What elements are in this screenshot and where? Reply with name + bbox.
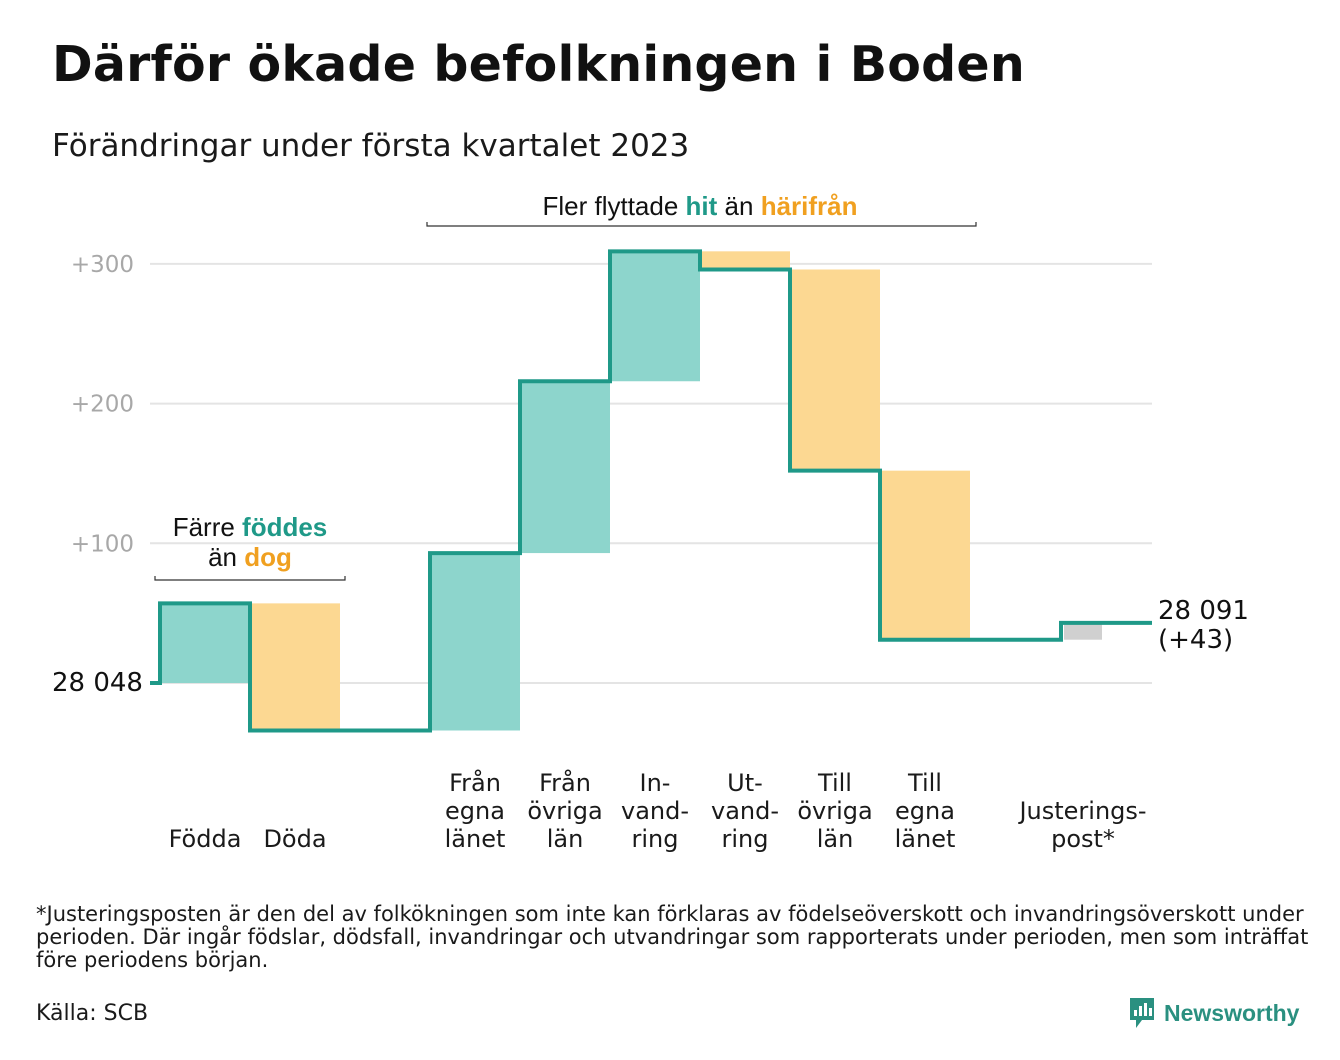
category-label: Justerings- xyxy=(1017,797,1146,825)
bar-inflow xyxy=(160,603,250,683)
annotation-migration-bracket xyxy=(426,222,977,227)
bar-outflow xyxy=(790,269,880,471)
category-label: egna xyxy=(445,797,505,825)
category-label: vand- xyxy=(621,797,689,825)
category-label: övriga xyxy=(797,797,872,825)
end-value-label: 28 091 xyxy=(1158,596,1249,626)
y-tick-label: +100 xyxy=(71,531,134,557)
footnote: *Justeringsposten är den del av folkökni… xyxy=(36,902,1309,972)
category-label: In- xyxy=(640,769,671,797)
category-label: länet xyxy=(895,825,956,853)
y-tick-label: +300 xyxy=(71,252,134,278)
annotation-migration: Fler flyttade hit än härifrån xyxy=(542,191,857,221)
annotation-births-line2: än dog xyxy=(208,542,292,572)
annotation-births-line1: Färre föddes xyxy=(173,512,328,542)
category-label: län xyxy=(547,825,584,853)
category-label: Döda xyxy=(263,825,326,853)
category-label: län xyxy=(817,825,854,853)
category-label: egna xyxy=(895,797,955,825)
category-label: Till xyxy=(907,769,942,797)
category-label: Till xyxy=(817,769,852,797)
waterfall-chart: +100 +200 +300 28 048 28 091(+43) Födda Döda Fr… xyxy=(52,191,1249,853)
bar-adjustment xyxy=(1064,622,1102,640)
category-label: post* xyxy=(1051,825,1115,853)
category-label: ring xyxy=(722,825,769,853)
running-total-line xyxy=(150,249,1152,733)
category-label: ring xyxy=(632,825,679,853)
bar-inflow xyxy=(610,251,700,382)
category-label: Från xyxy=(539,768,591,797)
source-label: Källa: SCB xyxy=(36,1001,149,1026)
start-value-label: 28 048 xyxy=(52,668,143,698)
category-label: övriga xyxy=(527,797,602,825)
category-label: vand- xyxy=(711,797,779,825)
bar-outflow xyxy=(880,470,970,640)
category-label: länet xyxy=(445,825,506,853)
bar-inflow xyxy=(430,553,520,731)
category-label: Ut- xyxy=(727,769,763,797)
bar-outflow xyxy=(700,251,790,270)
category-label: Från xyxy=(449,768,501,797)
end-change-label: (+43) xyxy=(1158,625,1233,655)
brand-name: Newsworthy xyxy=(1164,999,1300,1026)
newsworthy-logo-icon xyxy=(1130,998,1154,1028)
brand-logo: Newsworthy xyxy=(1128,996,1299,1030)
category-label: Födda xyxy=(169,825,242,853)
y-tick-label: +200 xyxy=(71,392,134,418)
chart-title: Därför ökade befolkningen i Boden xyxy=(52,36,1025,93)
bar-inflow xyxy=(520,381,610,554)
annotation-births-bracket xyxy=(154,576,346,581)
chart-subtitle: Förändringar under första kvartalet 2023 xyxy=(52,128,690,164)
bar-outflow xyxy=(250,603,340,731)
